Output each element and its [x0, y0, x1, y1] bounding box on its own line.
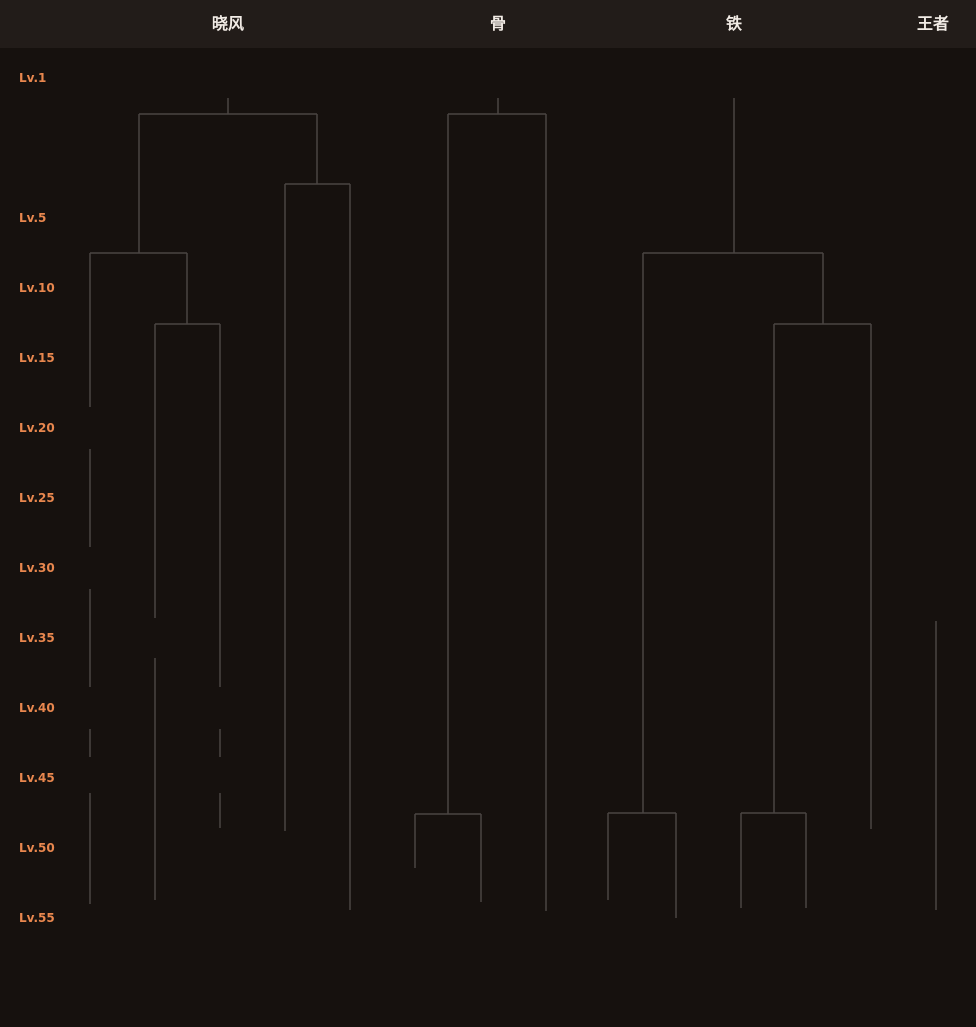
- tree-gu: [414, 98, 547, 911]
- level-label: Lv.40: [19, 701, 55, 715]
- level-label: Lv.10: [19, 281, 55, 295]
- column-title-xiaofeng: 晓风: [211, 14, 245, 33]
- level-label: Lv.20: [19, 421, 55, 435]
- level-label: Lv.30: [19, 561, 55, 575]
- level-label: Lv.1: [19, 71, 47, 85]
- level-label: Lv.25: [19, 491, 55, 505]
- level-label: Lv.35: [19, 631, 55, 645]
- level-label: Lv.50: [19, 841, 55, 855]
- level-label: Lv.55: [19, 911, 55, 925]
- level-label: Lv.5: [19, 211, 47, 225]
- tree-tie: [607, 98, 872, 918]
- column-title-wangzhe: 王者: [916, 14, 950, 33]
- column-title-gu: 骨: [489, 14, 507, 33]
- level-label: Lv.15: [19, 351, 55, 365]
- level-label: Lv.45: [19, 771, 55, 785]
- column-header-bar: 晓风 骨 铁 王者: [0, 0, 976, 48]
- column-title-tie: 铁: [725, 14, 743, 33]
- tree-xiaofeng: [89, 98, 351, 910]
